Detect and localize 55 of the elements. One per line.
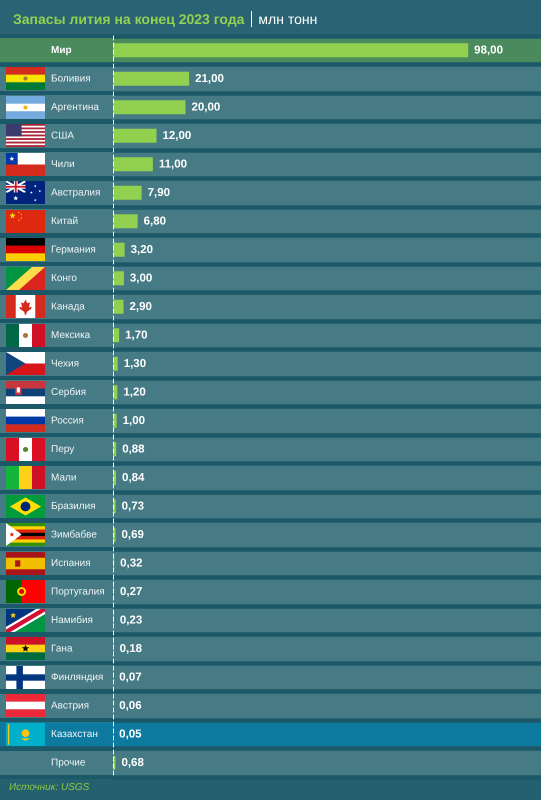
data-label: 0,88 [122,443,146,456]
y-tick-label: Перу [51,444,74,455]
y-tick-label: Прочие [51,757,86,768]
data-label: 1,20 [123,386,146,398]
data-label: 0,05 [119,728,142,740]
y-tick-label: Чили [51,158,75,170]
y-tick-label: Австрия [51,700,90,712]
y-tick-label: Испания [51,558,91,569]
data-label: 0,07 [119,671,142,684]
data-label: 0,73 [122,500,144,512]
y-tick-label: Россия [51,415,84,426]
y-tick-label: Португалия [51,586,105,598]
chart-title: Запасы лития на конец 2023 года [13,11,244,27]
y-tick-label: Гана [51,643,73,654]
y-tick-label: Аргентина [51,102,100,113]
data-label: 3,00 [130,272,152,284]
data-label: 12,00 [162,130,192,142]
y-tick-label: Боливия [51,73,91,84]
y-tick-label: Мексика [51,330,91,341]
data-label: 21,00 [195,72,224,85]
y-tick-label: Германия [51,244,96,256]
y-tick-label: Бразилия [51,500,96,512]
y-tick-label: Австралия [51,187,100,198]
y-tick-label: Канада [51,301,86,312]
data-label: 0,84 [122,472,146,484]
y-tick-label: США [51,130,74,142]
y-tick-label: Финляндия [51,672,104,683]
data-label: 1,30 [124,358,146,370]
data-label: 98,00 [474,44,503,56]
chart-subtitle: млн тонн [251,11,318,27]
data-label: 3,20 [130,244,153,256]
y-tick-label: Китай [51,216,78,227]
y-tick-label: Казахстан [51,728,98,740]
data-label: 0,32 [120,557,143,570]
data-label: 11,00 [158,158,188,170]
y-tick-label: Намибия [51,614,93,626]
data-label: 0,69 [122,528,144,541]
y-tick-label: Мали [51,472,76,484]
data-label: 0,18 [120,642,143,655]
data-label: 6,80 [144,215,166,228]
data-label: 0,06 [119,700,142,712]
data-label: 1,00 [122,414,146,427]
data-label: 7,90 [148,186,170,199]
data-label: 0,68 [121,756,144,769]
data-label: 0,27 [120,586,142,598]
y-tick-label: Чехия [51,358,80,370]
y-tick-label: Зимбабве [51,529,98,540]
text: Источник: USGS [9,781,90,795]
data-label: 0,23 [120,614,142,626]
data-label: 1,70 [125,329,148,342]
data-label: 20,00 [191,101,220,114]
y-tick-label: Мир [51,44,72,56]
data-label: 2,90 [130,300,152,313]
y-tick-label: Сербия [51,386,86,398]
y-tick-label: Конго [51,272,78,284]
